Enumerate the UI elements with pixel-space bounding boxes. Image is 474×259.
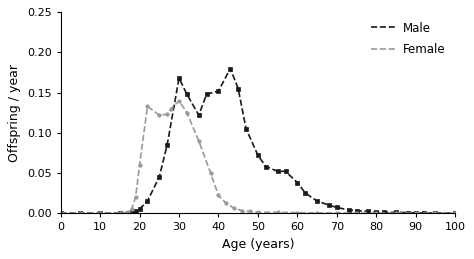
Female bbox=[78, 212, 83, 215]
Legend: Male, Female: Male, Female bbox=[368, 18, 449, 60]
Male bbox=[263, 165, 269, 168]
Female bbox=[168, 107, 174, 110]
Male bbox=[117, 212, 123, 215]
Female bbox=[156, 113, 162, 117]
Male bbox=[129, 211, 135, 214]
Male bbox=[184, 93, 190, 96]
Female bbox=[452, 212, 458, 215]
Female bbox=[129, 207, 135, 211]
Female bbox=[133, 196, 138, 199]
Male bbox=[228, 67, 233, 70]
Male bbox=[176, 77, 182, 80]
Male bbox=[137, 207, 142, 211]
Male bbox=[164, 143, 170, 146]
Female bbox=[374, 212, 379, 215]
Female bbox=[176, 99, 182, 102]
Male bbox=[275, 170, 281, 173]
Female bbox=[164, 113, 170, 116]
Female bbox=[196, 139, 201, 142]
Male bbox=[294, 181, 300, 184]
Male bbox=[97, 212, 103, 215]
Female bbox=[393, 212, 399, 215]
Female bbox=[247, 210, 253, 213]
Male bbox=[133, 210, 138, 213]
X-axis label: Age (years): Age (years) bbox=[222, 238, 294, 251]
Female bbox=[354, 212, 359, 215]
Female bbox=[275, 211, 281, 214]
Female bbox=[294, 211, 300, 214]
Female bbox=[216, 194, 221, 197]
Female bbox=[117, 212, 123, 215]
Female bbox=[58, 212, 64, 215]
Male bbox=[283, 170, 288, 173]
Line: Female: Female bbox=[59, 99, 457, 215]
Female bbox=[184, 111, 190, 114]
Male bbox=[204, 93, 210, 96]
Male bbox=[421, 211, 427, 214]
Male bbox=[413, 211, 419, 214]
Male bbox=[346, 208, 352, 211]
Male bbox=[433, 212, 438, 215]
Female bbox=[137, 163, 142, 167]
Female bbox=[239, 209, 245, 212]
Male bbox=[381, 211, 387, 214]
Female bbox=[334, 211, 340, 214]
Male bbox=[365, 210, 371, 213]
Female bbox=[433, 212, 438, 215]
Male bbox=[145, 199, 150, 203]
Male bbox=[393, 211, 399, 214]
Female bbox=[208, 171, 213, 175]
Female bbox=[224, 202, 229, 205]
Male bbox=[314, 199, 320, 203]
Male bbox=[58, 212, 64, 215]
Female bbox=[125, 211, 130, 214]
Female bbox=[231, 207, 237, 210]
Male bbox=[243, 127, 249, 130]
Male bbox=[405, 211, 410, 214]
Male bbox=[374, 211, 379, 214]
Male bbox=[334, 206, 340, 209]
Female bbox=[145, 105, 150, 108]
Male bbox=[78, 212, 83, 215]
Male bbox=[216, 89, 221, 92]
Male bbox=[302, 191, 308, 195]
Male bbox=[156, 175, 162, 178]
Male bbox=[452, 212, 458, 215]
Male bbox=[125, 212, 130, 215]
Female bbox=[97, 212, 103, 215]
Y-axis label: Offspring / year: Offspring / year bbox=[9, 64, 21, 162]
Male bbox=[354, 209, 359, 212]
Male bbox=[326, 204, 332, 207]
Male bbox=[255, 154, 261, 157]
Male bbox=[196, 113, 201, 117]
Line: Male: Male bbox=[59, 67, 457, 215]
Male bbox=[236, 87, 241, 90]
Female bbox=[314, 211, 320, 214]
Female bbox=[255, 211, 261, 214]
Female bbox=[413, 212, 419, 215]
